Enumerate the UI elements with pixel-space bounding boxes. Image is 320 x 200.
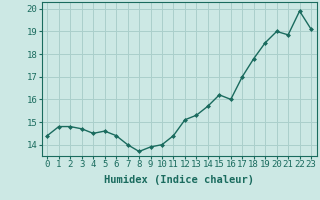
X-axis label: Humidex (Indice chaleur): Humidex (Indice chaleur) [104, 175, 254, 185]
